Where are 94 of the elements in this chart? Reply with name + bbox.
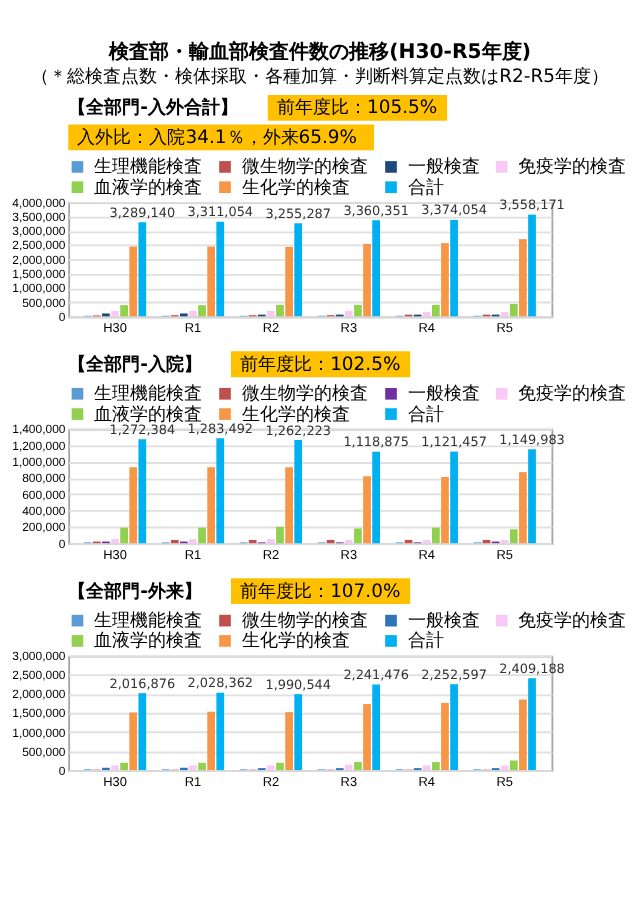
bar	[129, 467, 138, 544]
bar	[344, 310, 353, 317]
bar	[354, 304, 362, 317]
bar	[207, 711, 216, 771]
bar	[267, 310, 275, 317]
bar	[120, 527, 128, 544]
bar	[519, 472, 527, 544]
bar	[189, 765, 197, 771]
bar	[216, 438, 225, 544]
bar	[509, 760, 518, 771]
bar	[372, 684, 380, 771]
bar	[344, 764, 353, 771]
legend-label: 合計	[407, 403, 444, 426]
bar	[528, 449, 536, 544]
bar	[432, 762, 440, 771]
bar	[267, 765, 275, 771]
legend-label: 生理機能検査	[94, 156, 203, 179]
bar	[198, 305, 206, 317]
text: 前年度比：102.5%	[240, 353, 401, 376]
bar	[276, 526, 284, 544]
bar	[276, 762, 284, 771]
bar	[450, 219, 458, 317]
text: 前年度比：105.5%	[277, 97, 438, 120]
bar	[138, 222, 147, 317]
bar	[207, 246, 216, 317]
bar	[441, 702, 449, 771]
bar	[294, 694, 303, 771]
bar	[500, 765, 509, 771]
bar	[294, 223, 303, 317]
legend-label: 生化学的検査	[241, 630, 350, 653]
text: 【全部門-入外合計】	[68, 97, 238, 120]
legend-label: 血液学的検査	[94, 630, 203, 653]
bar	[111, 765, 119, 771]
bar	[363, 476, 371, 544]
legend-label: 血液学的検査	[94, 176, 203, 199]
bar	[276, 304, 284, 317]
bar	[216, 692, 225, 771]
bar	[189, 310, 197, 317]
text: 入外比：入院34.1％，外来65.9%	[77, 126, 358, 149]
bar	[198, 762, 206, 771]
chart-subtitle: （＊総検査点数・検体採取・各種加算・判断料算定点数はR2-R5年度）	[31, 66, 609, 89]
bar	[422, 765, 431, 771]
bar	[207, 467, 216, 544]
bar	[519, 239, 527, 317]
legend-label: 微生物学的検査	[241, 383, 368, 406]
bar	[372, 451, 380, 544]
chart-title: 検査部・輸血部検査件数の推移(H30-R5年度)	[107, 40, 531, 65]
bar	[129, 712, 138, 771]
bar	[216, 221, 225, 317]
bar	[509, 304, 518, 317]
chart-title: 【全部門-入院】	[68, 353, 202, 376]
legend-label: 免疫学的検査	[518, 156, 627, 179]
legend-label: 一般検査	[407, 610, 480, 633]
bar	[441, 477, 449, 544]
bar	[432, 304, 440, 317]
legend-label: 生理機能検査	[94, 610, 203, 633]
bar	[372, 220, 380, 317]
bar	[354, 762, 362, 771]
legend-label: 一般検査	[407, 156, 480, 179]
legend-label: 合計	[407, 630, 444, 653]
bar	[441, 243, 449, 317]
bar	[450, 684, 458, 771]
legend-label: 合計	[407, 176, 444, 199]
bar	[509, 529, 518, 544]
legend-label: 一般検査	[407, 383, 480, 406]
bar	[294, 440, 303, 544]
bar	[354, 528, 362, 544]
legend-label: 生理機能検査	[94, 383, 203, 406]
legend-label: 生化学的検査	[241, 403, 350, 426]
legend-label: 微生物学的検査	[241, 156, 368, 179]
bar	[450, 451, 458, 544]
bar	[111, 310, 119, 317]
legend-label: 微生物学的検査	[241, 610, 368, 633]
legend-label: 生化学的検査	[241, 176, 350, 199]
bar	[363, 244, 371, 317]
bar	[363, 704, 371, 771]
legend-label: 血液学的検査	[94, 403, 203, 426]
bar	[138, 439, 147, 544]
bar	[129, 246, 138, 317]
chart-title: 【全部門-外来】	[68, 580, 202, 603]
bar	[528, 678, 536, 771]
bar	[285, 467, 293, 544]
legend-label: 免疫学的検査	[518, 610, 627, 633]
bar	[138, 693, 147, 771]
bar	[519, 699, 527, 771]
legend-label: 免疫学的検査	[518, 383, 627, 406]
bar	[198, 527, 206, 544]
bar	[120, 305, 128, 317]
bar	[285, 712, 293, 771]
bar	[528, 214, 536, 317]
text: 前年度比：107.0%	[240, 580, 401, 603]
bar	[285, 246, 293, 317]
bar	[432, 527, 440, 544]
bar	[120, 762, 128, 771]
